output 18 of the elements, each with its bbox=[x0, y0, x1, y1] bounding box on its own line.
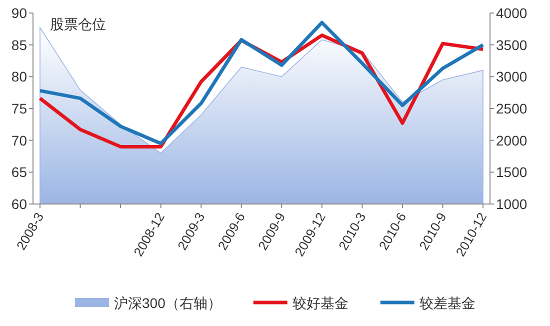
y2-tick-label: 1500 bbox=[496, 164, 528, 180]
y-tick-label: 65 bbox=[11, 164, 28, 180]
y-tick-label: 90 bbox=[11, 5, 28, 21]
y-tick-label: 60 bbox=[11, 196, 28, 212]
y-tick-label: 70 bbox=[11, 132, 28, 148]
y-tick-label: 80 bbox=[11, 68, 28, 85]
y2-tick-label: 1000 bbox=[496, 196, 528, 212]
y-tick-label: 85 bbox=[11, 36, 28, 53]
y-tick-label: 75 bbox=[11, 100, 28, 116]
legend-label: 较好基金 bbox=[292, 295, 348, 311]
y2-tick-label: 2500 bbox=[496, 100, 528, 116]
y2-tick-label: 3000 bbox=[496, 68, 528, 85]
y2-tick-label: 4000 bbox=[496, 5, 528, 21]
y2-tick-label: 3500 bbox=[496, 36, 528, 53]
y2-tick-label: 2000 bbox=[496, 132, 528, 148]
legend-label: 较差基金 bbox=[419, 295, 476, 311]
y-axis-title: 股票仓位 bbox=[50, 16, 106, 32]
legend-label: 沪深300（右轴） bbox=[114, 295, 222, 311]
